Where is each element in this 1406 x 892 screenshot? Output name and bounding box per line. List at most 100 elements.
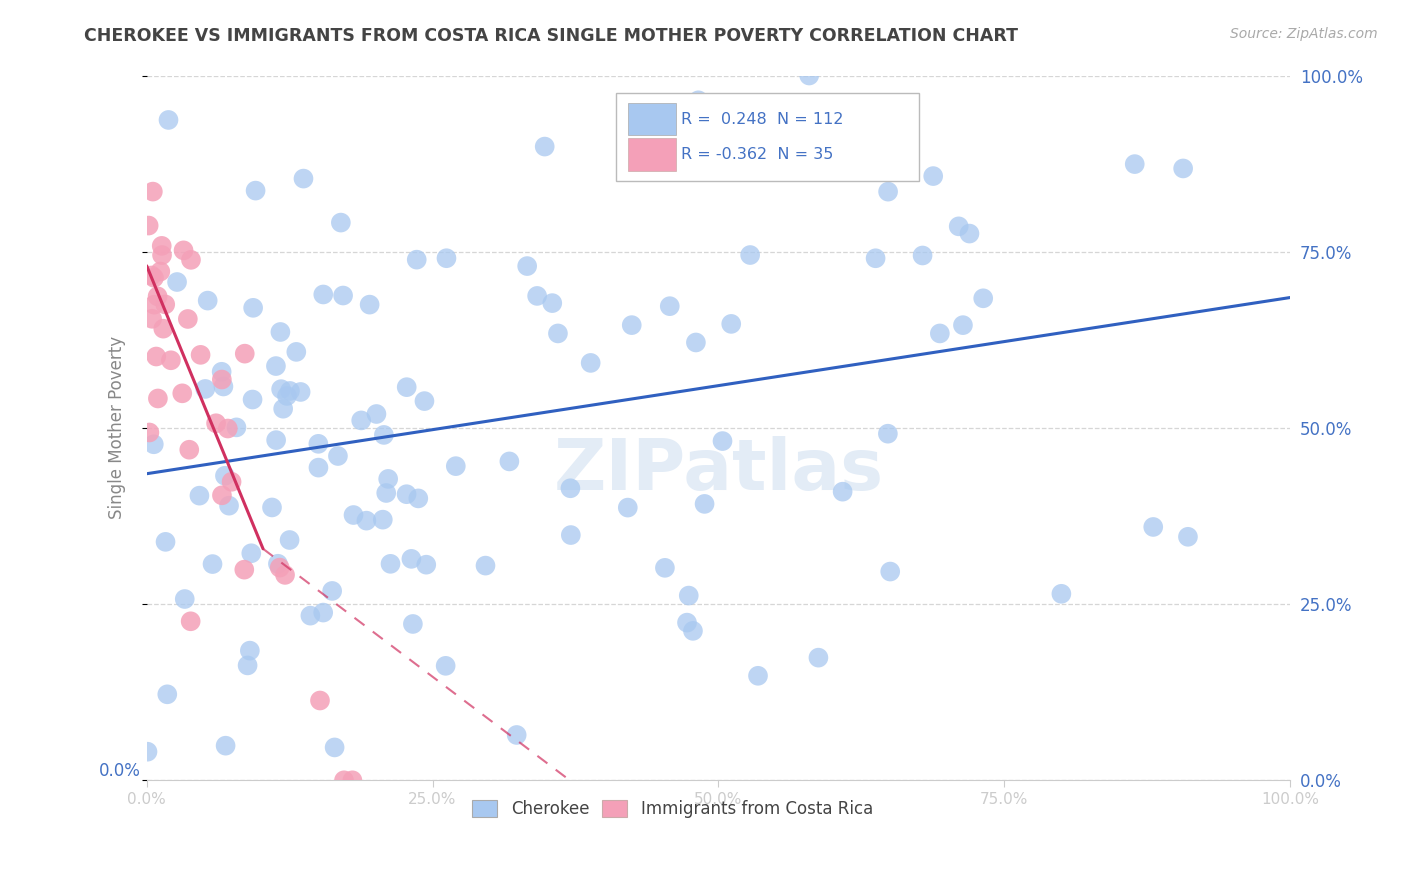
- Point: [879, 565, 901, 579]
- Point: [799, 69, 821, 83]
- Point: [269, 560, 291, 574]
- Point: [201, 557, 224, 571]
- Point: [678, 589, 700, 603]
- Point: [136, 745, 159, 759]
- Point: [269, 325, 291, 339]
- Point: [292, 171, 315, 186]
- Point: [505, 728, 527, 742]
- Point: [260, 500, 283, 515]
- Point: [214, 468, 236, 483]
- Point: [807, 650, 830, 665]
- Point: [434, 658, 457, 673]
- Text: R = -0.362  N = 35: R = -0.362 N = 35: [681, 147, 834, 162]
- Point: [329, 216, 352, 230]
- Text: ZIPatlas: ZIPatlas: [554, 435, 883, 505]
- Point: [516, 259, 538, 273]
- Point: [865, 252, 887, 266]
- Text: R =  0.248  N = 112: R = 0.248 N = 112: [681, 112, 844, 127]
- FancyBboxPatch shape: [628, 103, 676, 136]
- Point: [138, 219, 160, 233]
- Point: [342, 773, 364, 788]
- Point: [402, 617, 425, 632]
- Point: [218, 499, 240, 513]
- Point: [323, 740, 346, 755]
- Point: [377, 472, 399, 486]
- Point: [972, 291, 994, 305]
- Point: [190, 348, 212, 362]
- Point: [309, 693, 332, 707]
- Point: [141, 311, 163, 326]
- Point: [688, 93, 710, 107]
- Point: [560, 481, 582, 495]
- Point: [245, 184, 267, 198]
- Point: [166, 275, 188, 289]
- Point: [155, 534, 177, 549]
- Text: 0.0%: 0.0%: [98, 763, 141, 780]
- Point: [141, 268, 163, 283]
- Point: [959, 227, 981, 241]
- Point: [285, 344, 308, 359]
- Point: [474, 558, 496, 573]
- Point: [150, 248, 173, 262]
- Point: [685, 335, 707, 350]
- Point: [270, 382, 292, 396]
- Point: [436, 251, 458, 265]
- Point: [242, 301, 264, 315]
- Point: [1177, 530, 1199, 544]
- Point: [242, 392, 264, 407]
- Point: [658, 299, 681, 313]
- Point: [911, 248, 934, 262]
- Point: [155, 297, 177, 311]
- Point: [617, 500, 640, 515]
- Point: [877, 185, 900, 199]
- Point: [359, 298, 381, 312]
- Point: [831, 484, 853, 499]
- Point: [180, 252, 202, 267]
- Point: [747, 669, 769, 683]
- Point: [267, 557, 290, 571]
- Point: [143, 298, 166, 312]
- Point: [579, 356, 602, 370]
- Point: [307, 460, 329, 475]
- FancyBboxPatch shape: [628, 138, 676, 170]
- Point: [413, 394, 436, 409]
- Point: [740, 248, 762, 262]
- Point: [547, 326, 569, 341]
- Point: [307, 437, 329, 451]
- Point: [211, 372, 233, 386]
- Point: [173, 592, 195, 607]
- Point: [212, 379, 235, 393]
- Point: [342, 508, 364, 522]
- Point: [299, 608, 322, 623]
- Y-axis label: Single Mother Poverty: Single Mother Poverty: [108, 336, 127, 519]
- Point: [312, 606, 335, 620]
- Point: [373, 428, 395, 442]
- Point: [152, 321, 174, 335]
- Point: [720, 317, 742, 331]
- Point: [333, 773, 356, 788]
- Point: [560, 528, 582, 542]
- Point: [264, 433, 287, 447]
- Point: [271, 401, 294, 416]
- Point: [211, 365, 233, 379]
- Point: [278, 384, 301, 398]
- Point: [922, 169, 945, 183]
- Point: [225, 420, 247, 434]
- Point: [146, 392, 169, 406]
- Point: [444, 459, 467, 474]
- Point: [188, 489, 211, 503]
- Point: [150, 239, 173, 253]
- Point: [172, 386, 194, 401]
- Point: [356, 514, 378, 528]
- Point: [948, 219, 970, 234]
- Point: [179, 442, 201, 457]
- Point: [876, 426, 898, 441]
- Point: [239, 643, 262, 657]
- Point: [332, 288, 354, 302]
- Point: [180, 615, 202, 629]
- Point: [205, 417, 228, 431]
- Point: [177, 312, 200, 326]
- Point: [676, 615, 699, 630]
- Point: [143, 270, 166, 285]
- Point: [240, 546, 263, 560]
